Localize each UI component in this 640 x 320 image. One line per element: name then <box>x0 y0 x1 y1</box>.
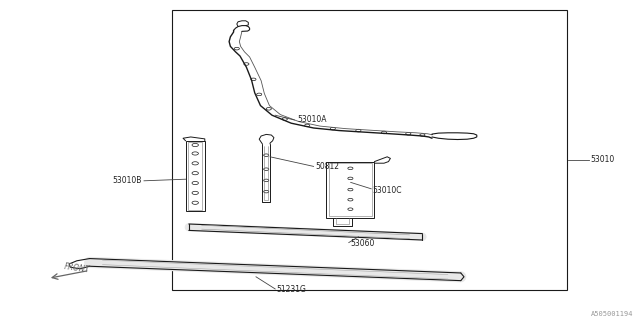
Bar <box>172 10 567 290</box>
Text: 53010A: 53010A <box>298 116 327 124</box>
Text: FRONT: FRONT <box>63 262 90 275</box>
Text: 50812: 50812 <box>315 162 339 171</box>
Bar <box>329 163 372 216</box>
Bar <box>186 141 205 211</box>
Text: 53060: 53060 <box>350 239 374 248</box>
Text: 53010: 53010 <box>590 156 614 164</box>
Bar <box>326 162 374 218</box>
Text: 53010C: 53010C <box>372 186 402 195</box>
Text: 51231G: 51231G <box>276 285 307 294</box>
Text: 53010B: 53010B <box>112 176 141 185</box>
Bar <box>188 142 202 210</box>
Text: A505001194: A505001194 <box>591 311 634 316</box>
